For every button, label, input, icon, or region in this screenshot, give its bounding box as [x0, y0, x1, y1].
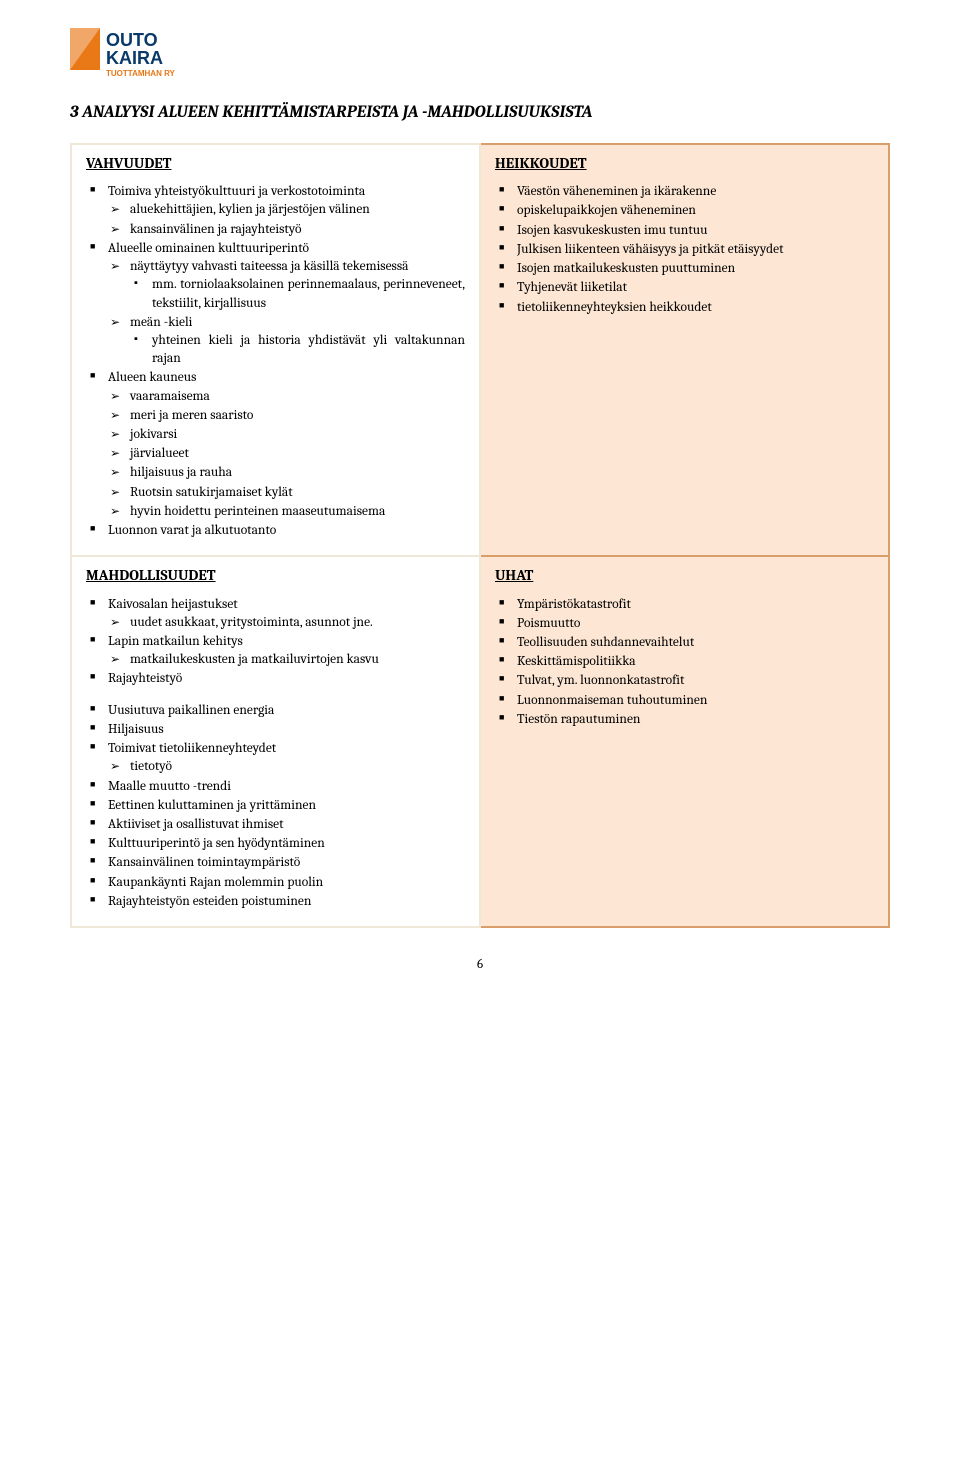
- list-item: Luonnonmaiseman tuhoutuminen: [495, 692, 874, 710]
- list-item: Kulttuuriperintö ja sen hyödyntäminen: [86, 835, 465, 853]
- list-heikkoudet: Väestön väheneminen ja ikärakenne opiske…: [495, 183, 874, 317]
- list-item: yhteinen kieli ja historia yhdistävät yl…: [130, 332, 465, 368]
- list-item: Tyhjenevät liiketilat: [495, 279, 874, 297]
- section-heading: 3 ANALYYSI ALUEEN KEHITTÄMISTARPEISTA JA…: [70, 102, 890, 125]
- heading-uhat: UHAT: [495, 565, 874, 585]
- list-item: vaaramaisema: [108, 388, 465, 406]
- list-item: jokivarsi: [108, 426, 465, 444]
- list-item: Kansainvälinen toimintaympäristö: [86, 854, 465, 872]
- heading-mahdollisuudet: MAHDOLLISUUDET: [86, 565, 465, 585]
- list-item: Rajayhteistyö: [86, 670, 465, 688]
- list-item: tietotyö: [108, 758, 465, 776]
- list-item: Kaupankäynti Rajan molemmin puolin: [86, 874, 465, 892]
- list-item: Isojen kasvukeskusten imu tuntuu: [495, 222, 874, 240]
- list-item: Toimiva yhteistyökulttuuri ja verkostoto…: [86, 183, 465, 239]
- list-item: Tulvat, ym. luonnonkatastrofit: [495, 672, 874, 690]
- list-item: Poismuutto: [495, 615, 874, 633]
- list-item: Eettinen kuluttaminen ja yrittäminen: [86, 797, 465, 815]
- list-item: Tiestön rapautuminen: [495, 711, 874, 729]
- cell-uhat: UHAT Ympäristökatastrofit Poismuutto Teo…: [480, 556, 889, 927]
- page-number: 6: [70, 956, 890, 974]
- logo: OUTO KAIRA TUOTTAMHAN RY: [70, 28, 890, 88]
- list-item: tietoliikenneyhteyksien heikkoudet: [495, 299, 874, 317]
- heading-heikkoudet: HEIKKOUDET: [495, 153, 874, 173]
- list-uhat: Ympäristökatastrofit Poismuutto Teollisu…: [495, 596, 874, 730]
- list-item: hiljaisuus ja rauha: [108, 464, 465, 482]
- list-item: meri ja meren saaristo: [108, 407, 465, 425]
- list-item: Uusiutuva paikallinen energia: [86, 702, 465, 720]
- list-item: uudet asukkaat, yritystoiminta, asunnot …: [108, 614, 465, 632]
- list-item: Keskittämispolitiikka: [495, 653, 874, 671]
- list-item: Isojen matkailukeskusten puuttuminen: [495, 260, 874, 278]
- list-item: Ympäristökatastrofit: [495, 596, 874, 614]
- list-item: järvialueet: [108, 445, 465, 463]
- list-item: hyvin hoidettu perinteinen maaseutumaise…: [108, 503, 465, 521]
- list-mahdollisuudet-1: Kaivosalan heijastukset uudet asukkaat, …: [86, 596, 465, 689]
- list-vahvuudet: Toimiva yhteistyökulttuuri ja verkostoto…: [86, 183, 465, 540]
- list-item: Rajayhteistyön esteiden poistuminen: [86, 893, 465, 911]
- list-item: Maalle muutto -trendi: [86, 778, 465, 796]
- list-item: aluekehittäjien, kylien ja järjestöjen v…: [108, 201, 465, 219]
- swot-table: VAHVUUDET Toimiva yhteistyökulttuuri ja …: [70, 143, 890, 928]
- list-item: Alueen kauneus vaaramaisema meri ja mere…: [86, 369, 465, 521]
- list-item: matkailukeskusten ja matkailuvirtojen ka…: [108, 651, 465, 669]
- logo-text-bottom: KAIRA: [106, 48, 163, 68]
- list-item: Toimivat tietoliikenneyhteydet tietotyö: [86, 740, 465, 776]
- list-item: meän -kieli yhteinen kieli ja historia y…: [108, 314, 465, 369]
- list-item: Julkisen liikenteen vähäisyys ja pitkät …: [495, 241, 874, 259]
- list-mahdollisuudet-2: Uusiutuva paikallinen energia Hiljaisuus…: [86, 702, 465, 911]
- logo-subtitle: TUOTTAMHAN RY: [106, 69, 176, 78]
- list-item: Kaivosalan heijastukset uudet asukkaat, …: [86, 596, 465, 632]
- list-item: opiskelupaikkojen väheneminen: [495, 202, 874, 220]
- list-item: Luonnon varat ja alkutuotanto: [86, 522, 465, 540]
- list-item: kansainvälinen ja rajayhteistyö: [108, 221, 465, 239]
- logo-svg: OUTO KAIRA TUOTTAMHAN RY: [70, 28, 220, 88]
- cell-vahvuudet: VAHVUUDET Toimiva yhteistyökulttuuri ja …: [71, 144, 480, 556]
- list-item: Ruotsin satukirjamaiset kylät: [108, 484, 465, 502]
- list-item: Aktiiviset ja osallistuvat ihmiset: [86, 816, 465, 834]
- cell-heikkoudet: HEIKKOUDET Väestön väheneminen ja ikärak…: [480, 144, 889, 556]
- list-item: Hiljaisuus: [86, 721, 465, 739]
- list-item: Alueelle ominainen kulttuuriperintö näyt…: [86, 240, 465, 369]
- list-item: Väestön väheneminen ja ikärakenne: [495, 183, 874, 201]
- list-item: mm. torniolaaksolainen perinnemaalaus, p…: [130, 276, 465, 312]
- list-item: Teollisuuden suhdannevaihtelut: [495, 634, 874, 652]
- logo-text-top: OUTO: [106, 30, 158, 50]
- heading-vahvuudet: VAHVUUDET: [86, 153, 465, 173]
- list-item: Lapin matkailun kehitys matkailukeskuste…: [86, 633, 465, 669]
- cell-mahdollisuudet: MAHDOLLISUUDET Kaivosalan heijastukset u…: [71, 556, 480, 927]
- list-item: näyttäytyy vahvasti taiteessa ja käsillä…: [108, 258, 465, 313]
